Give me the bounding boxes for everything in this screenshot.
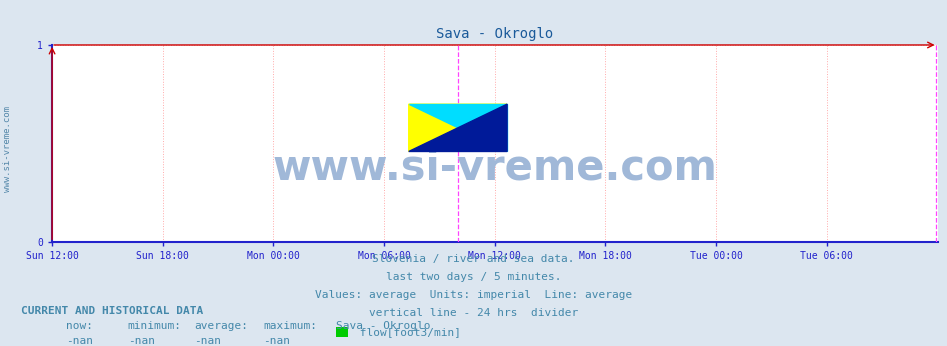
Text: www.si-vreme.com: www.si-vreme.com [3,106,12,192]
Text: vertical line - 24 hrs  divider: vertical line - 24 hrs divider [369,308,578,318]
Text: -nan: -nan [263,336,291,346]
Text: last two days / 5 minutes.: last two days / 5 minutes. [385,272,562,282]
Text: maximum:: maximum: [263,321,317,331]
Text: Values: average  Units: imperial  Line: average: Values: average Units: imperial Line: av… [314,290,633,300]
Text: Sava - Okroglo: Sava - Okroglo [336,321,431,331]
Polygon shape [409,104,507,152]
Text: average:: average: [194,321,248,331]
Text: flow[foot3/min]: flow[foot3/min] [353,327,461,337]
Text: www.si-vreme.com: www.si-vreme.com [273,146,717,188]
Text: minimum:: minimum: [128,321,182,331]
Text: now:: now: [66,321,94,331]
Text: -nan: -nan [66,336,94,346]
Title: Sava - Okroglo: Sava - Okroglo [437,27,553,41]
Text: Slovenia / river and sea data.: Slovenia / river and sea data. [372,254,575,264]
Polygon shape [409,104,507,152]
Text: -nan: -nan [194,336,222,346]
Polygon shape [409,104,507,152]
Text: -nan: -nan [128,336,155,346]
Text: CURRENT AND HISTORICAL DATA: CURRENT AND HISTORICAL DATA [21,306,203,316]
